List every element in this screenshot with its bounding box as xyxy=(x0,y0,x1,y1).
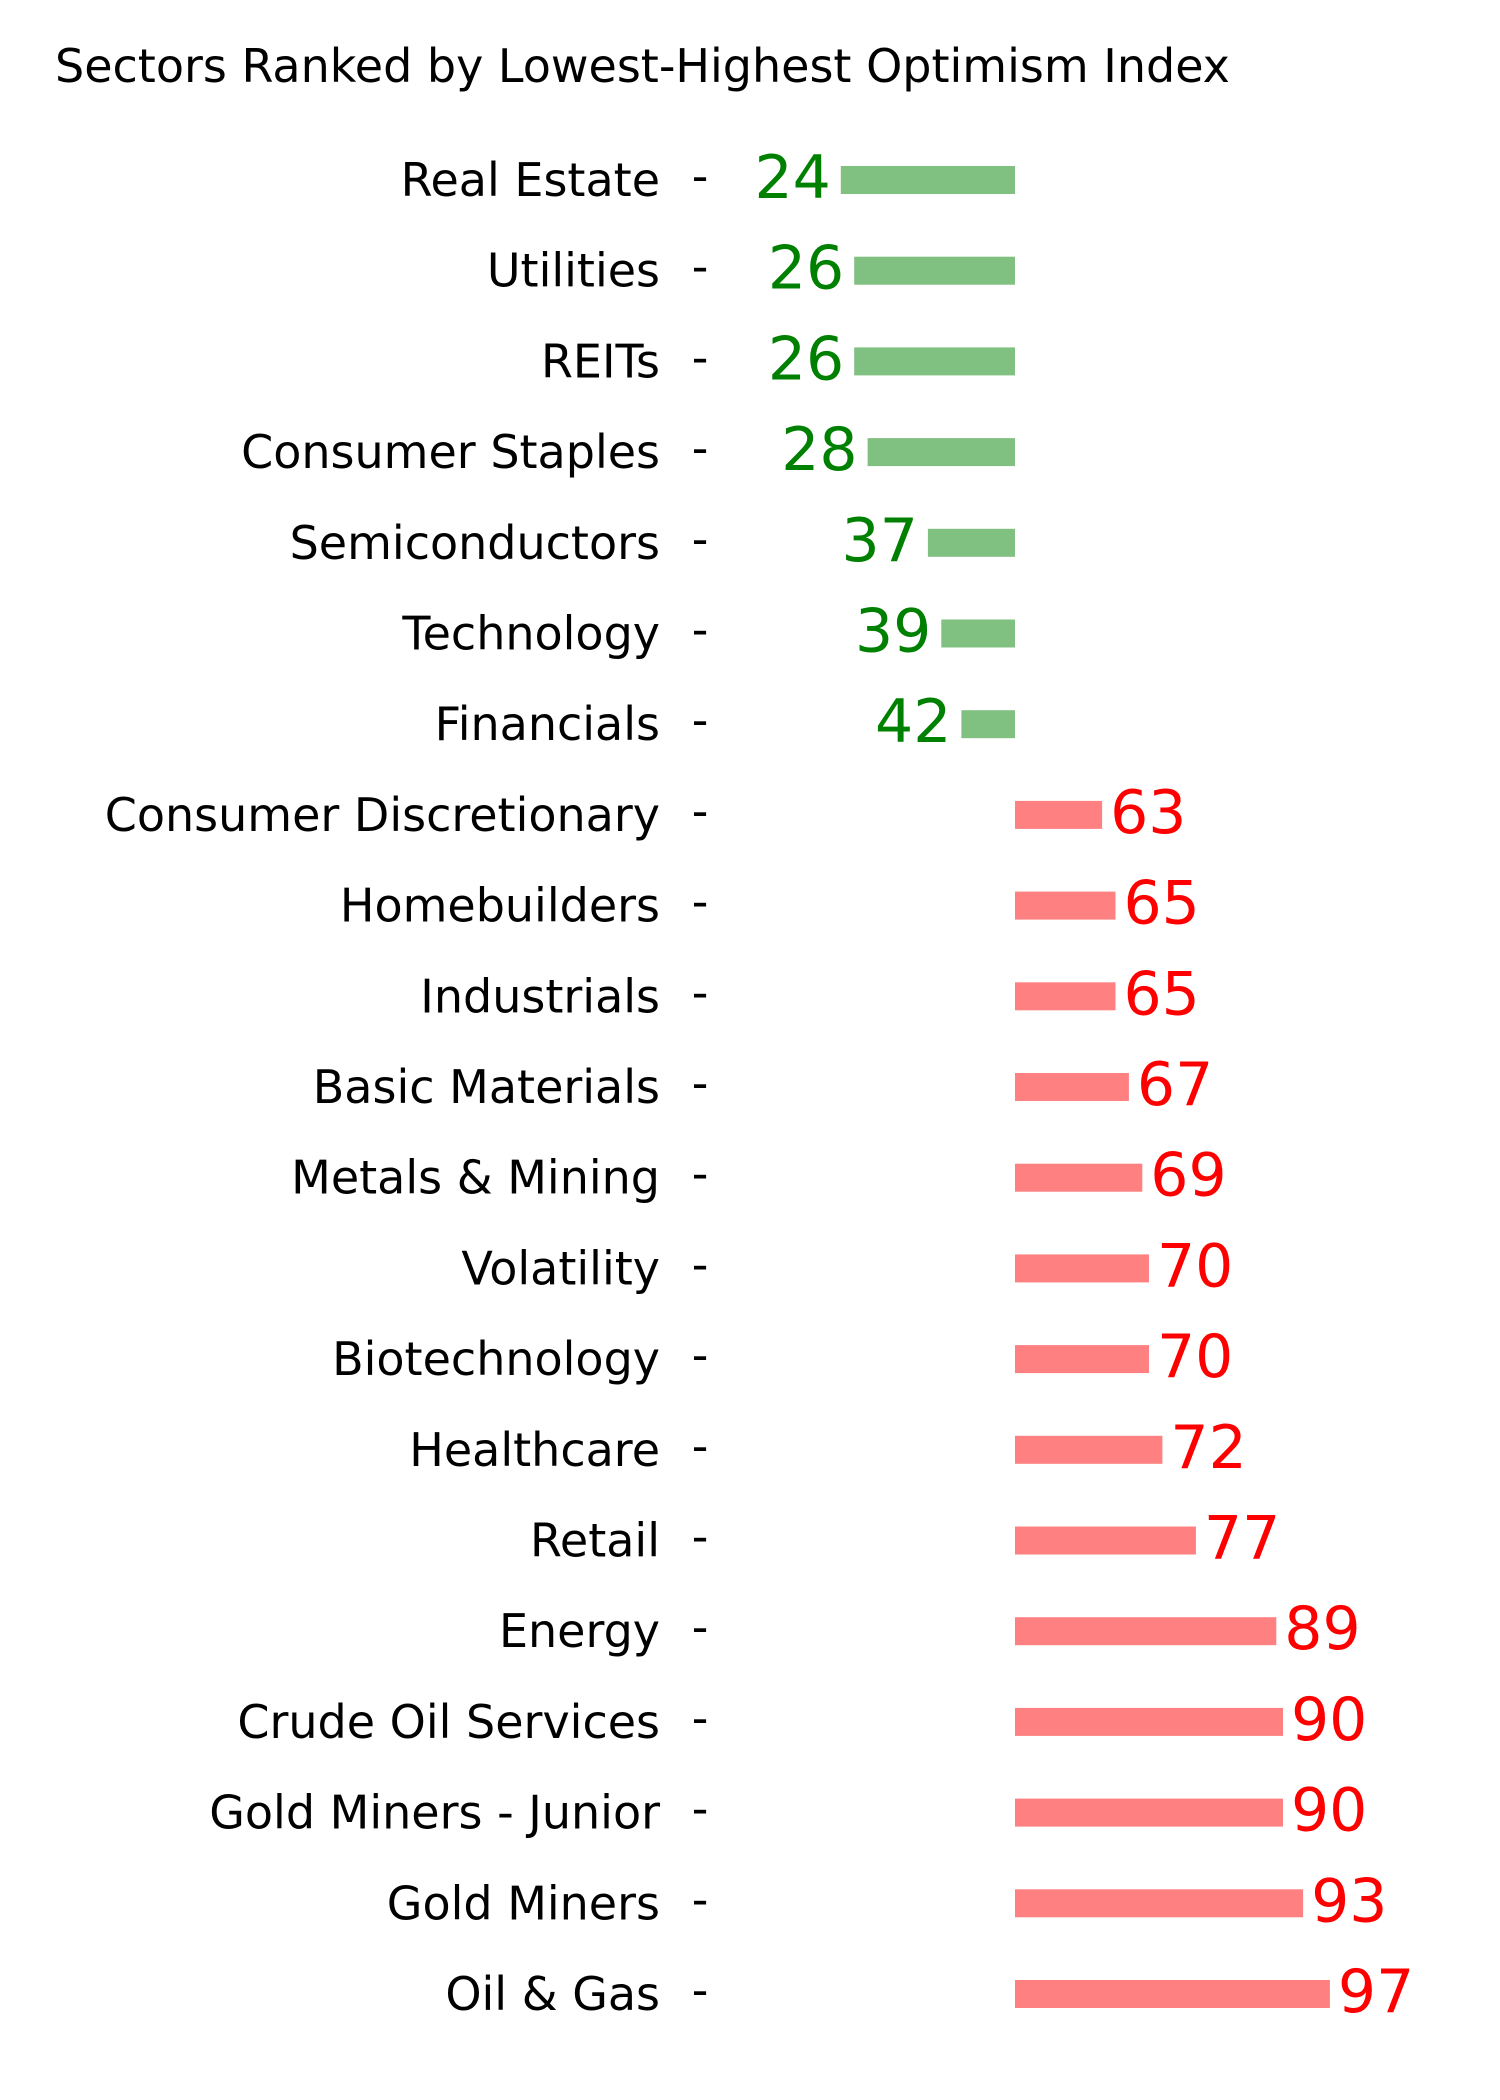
bar xyxy=(961,710,1015,739)
tick-mark: - xyxy=(692,965,709,1019)
bar xyxy=(854,347,1015,376)
category-label: REITs xyxy=(541,334,660,388)
tick-mark: - xyxy=(692,1691,709,1745)
category-label: Real Estate xyxy=(401,153,660,207)
category-label: Energy xyxy=(499,1604,660,1658)
bar xyxy=(1015,1435,1163,1464)
value-label: 26 xyxy=(768,234,844,304)
value-label: 63 xyxy=(1110,778,1186,848)
chart-title: Sectors Ranked by Lowest-Highest Optimis… xyxy=(55,39,1230,93)
value-label: 26 xyxy=(768,324,844,394)
value-label: 97 xyxy=(1338,1957,1414,2027)
bar xyxy=(941,619,1015,648)
category-label: Retail xyxy=(530,1514,660,1568)
category-label: Utilities xyxy=(487,244,660,298)
tick-mark: - xyxy=(692,875,709,929)
bar xyxy=(1015,1617,1277,1646)
category-label: Healthcare xyxy=(409,1423,660,1477)
value-label: 93 xyxy=(1311,1866,1387,1936)
tick-mark: - xyxy=(692,1963,709,2017)
value-label: 65 xyxy=(1124,959,1200,1029)
category-label: Biotechnology xyxy=(332,1332,660,1386)
value-label: 24 xyxy=(754,143,830,213)
tick-mark: - xyxy=(692,149,709,203)
bar xyxy=(1015,1707,1283,1736)
bar xyxy=(1015,1163,1143,1192)
bar xyxy=(1015,982,1116,1011)
category-label: Semiconductors xyxy=(290,516,660,570)
tick-mark: - xyxy=(692,1056,709,1110)
tick-mark: - xyxy=(692,1872,709,1926)
category-label: Gold Miners - Junior xyxy=(209,1786,660,1840)
tick-mark: - xyxy=(692,512,709,566)
tick-mark: - xyxy=(692,421,709,475)
bar xyxy=(1015,1798,1283,1827)
value-label: 72 xyxy=(1170,1413,1246,1483)
value-label: 90 xyxy=(1291,1685,1367,1755)
value-label: 67 xyxy=(1137,1050,1213,1120)
category-label: Oil & Gas xyxy=(445,1967,660,2021)
category-label: Technology xyxy=(401,607,660,661)
value-label: 70 xyxy=(1157,1322,1233,1392)
tick-mark: - xyxy=(692,1237,709,1291)
bar xyxy=(840,166,1015,194)
tick-mark: - xyxy=(692,1782,709,1836)
bar xyxy=(1015,1526,1196,1555)
bar xyxy=(1015,1980,1330,2008)
tick-mark: - xyxy=(692,1510,709,1564)
category-label: Industrials xyxy=(420,969,660,1023)
tick-mark: - xyxy=(692,693,709,747)
bar xyxy=(1015,1073,1129,1101)
bar xyxy=(1015,1345,1149,1374)
category-label: Homebuilders xyxy=(340,879,660,933)
bar xyxy=(1015,800,1103,829)
tick-mark: - xyxy=(692,603,709,657)
value-label: 39 xyxy=(855,597,931,667)
category-label: Crude Oil Services xyxy=(237,1695,660,1749)
category-label: Volatility xyxy=(461,1241,660,1295)
value-label: 90 xyxy=(1291,1776,1367,1846)
tick-mark: - xyxy=(692,1147,709,1201)
value-label: 69 xyxy=(1150,1141,1226,1211)
value-label: 37 xyxy=(842,506,918,576)
bar xyxy=(1015,1254,1149,1283)
category-label: Gold Miners xyxy=(387,1876,660,1930)
bar xyxy=(854,256,1015,285)
bar xyxy=(867,438,1015,467)
value-label: 65 xyxy=(1124,869,1200,939)
value-label: 70 xyxy=(1157,1231,1233,1301)
tick-mark: - xyxy=(692,1328,709,1382)
bar xyxy=(927,528,1015,557)
tick-mark: - xyxy=(692,240,709,294)
tick-mark: - xyxy=(692,1600,709,1654)
tick-mark: - xyxy=(692,330,709,384)
tick-mark: - xyxy=(692,1419,709,1473)
value-label: 42 xyxy=(875,687,951,757)
category-label: Consumer Discretionary xyxy=(105,788,660,842)
bar xyxy=(1015,891,1116,920)
value-label: 77 xyxy=(1204,1504,1280,1574)
tick-mark: - xyxy=(692,784,709,838)
value-label: 89 xyxy=(1284,1594,1360,1664)
category-label: Financials xyxy=(435,697,660,751)
category-label: Basic Materials xyxy=(313,1060,660,1114)
value-label: 28 xyxy=(781,415,857,485)
category-label: Consumer Staples xyxy=(241,425,660,479)
bar xyxy=(1015,1889,1304,1918)
category-label: Metals & Mining xyxy=(291,1151,660,1205)
